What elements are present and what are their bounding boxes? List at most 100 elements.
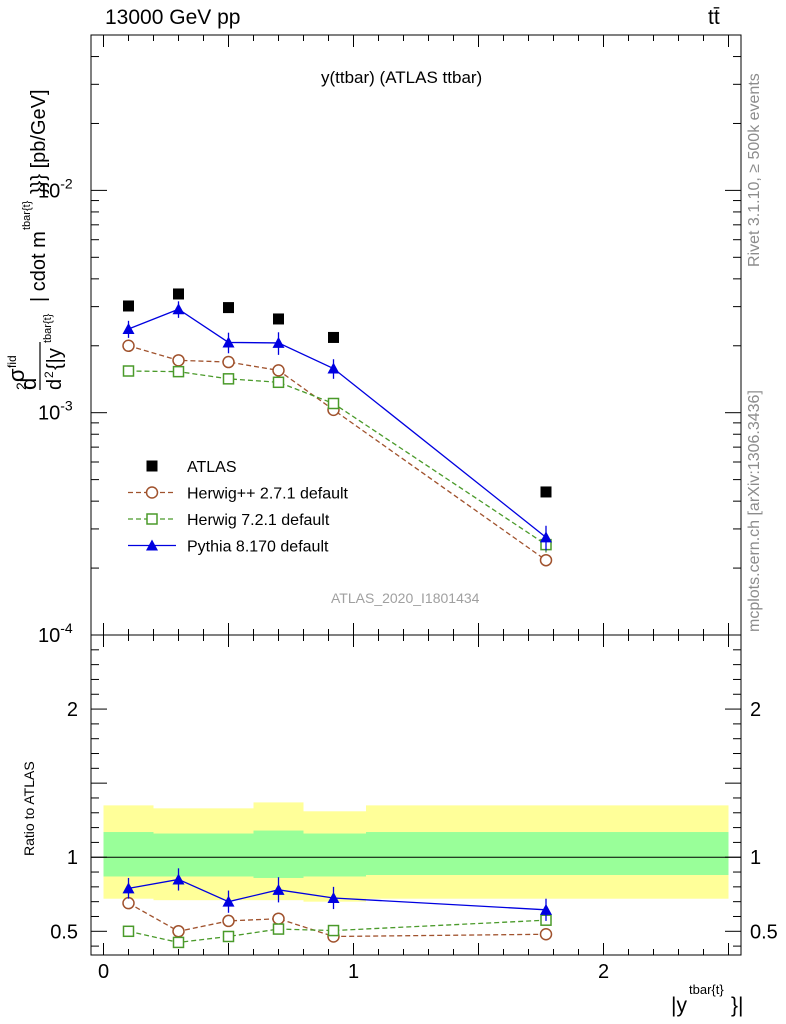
inner-band-bin <box>366 832 729 875</box>
legend-marker <box>145 486 159 499</box>
legend-item-pythia-8-170-default: Pythia 8.170 default <box>128 539 329 556</box>
ratio-data-point <box>539 928 553 941</box>
inner-band-bin <box>203 833 254 877</box>
main-data-point <box>172 365 185 378</box>
ratio-data-point <box>327 891 340 903</box>
energy-label: 13000 GeV pp <box>105 6 241 29</box>
legend-label: Pythia 8.170 default <box>187 539 329 556</box>
main-data-point <box>540 531 552 543</box>
ratio-ytick-label: 0.5 <box>50 921 78 943</box>
ratio-data-point <box>222 895 235 907</box>
svg-text:tbar{t}: tbar{t} <box>42 313 54 343</box>
main-series-line <box>128 308 547 538</box>
main-data-point <box>172 354 185 367</box>
ratio-ytick-label-right: 1 <box>750 847 761 869</box>
legend-item-herwig-7-2-1-default: Herwig 7.2.1 default <box>128 512 330 529</box>
main-ytick-label: 10-3 <box>38 398 73 425</box>
xtick-label: 1 <box>348 961 359 983</box>
main-data-point <box>222 336 235 348</box>
svg-text:d: d <box>44 379 66 390</box>
ratio-data-point <box>172 925 185 938</box>
svg-text:tbar{t}: tbar{t} <box>21 200 33 230</box>
main-data-point <box>272 364 285 377</box>
main-data-point <box>222 355 235 369</box>
legend-item-herwig-2-7-1-default: Herwig++ 2.7.1 default <box>128 486 349 503</box>
ratio-data-point <box>272 923 285 935</box>
ratio-data-point <box>172 936 185 949</box>
ratio-data-point <box>272 912 285 925</box>
main-data-point <box>327 362 340 374</box>
main-data-point <box>223 302 234 314</box>
inner-band-bin <box>103 832 154 877</box>
inner-band-bin <box>253 830 304 878</box>
ratio-series-herwig-2-7-1-default <box>122 896 553 943</box>
ratio-data-point <box>172 873 185 885</box>
ratio-data-point <box>327 924 340 937</box>
main-series-line <box>128 370 547 546</box>
main-data-point <box>540 486 552 498</box>
legend-label: Herwig++ 2.7.1 default <box>187 486 349 503</box>
ratio-data-point <box>540 903 552 915</box>
main-data-point <box>539 553 553 567</box>
ratio-data-point <box>222 930 235 943</box>
svg-text:fid: fid <box>5 355 19 368</box>
ratio-series-herwig-7-2-1-default <box>122 914 552 949</box>
svg-text:|y: |y <box>671 994 687 1017</box>
main-chart-title: y(ttbar) (ATLAS ttbar) <box>321 68 483 87</box>
main-data-point <box>173 288 184 300</box>
ratio-ytick-label-right: 0.5 <box>750 921 778 943</box>
main-ytick-label: 10-4 <box>38 620 73 647</box>
svg-text:}|: }| <box>731 994 743 1017</box>
ratio-data-point <box>122 896 135 910</box>
svg-text:{|y: {|y <box>44 348 66 370</box>
legend-marker <box>146 460 158 472</box>
legend-marker <box>146 539 158 551</box>
xtick-label: 2 <box>598 961 609 983</box>
main-data-point <box>222 373 235 385</box>
main-data-point <box>122 322 135 334</box>
main-series-herwig-2-7-1-default <box>122 339 553 567</box>
main-data-point <box>273 313 284 325</box>
legend-label: ATLAS <box>187 459 237 476</box>
main-data-point <box>328 331 339 343</box>
ratio-series-line <box>128 878 547 911</box>
process-label: tt̄ <box>708 6 720 29</box>
ratio-series-line <box>128 919 547 944</box>
main-series-pythia-8-170-default <box>122 301 552 551</box>
main-series-atlas <box>123 288 552 498</box>
main-data-point <box>122 365 135 377</box>
legend-marker <box>146 513 158 525</box>
ratio-series-line <box>128 902 547 938</box>
ratio-data-point <box>222 914 235 928</box>
ratio-ytick-label: 2 <box>67 699 78 721</box>
main-data-point <box>123 300 134 312</box>
legend-item-atlas: ATLAS <box>146 459 237 476</box>
legend: ATLAS Herwig++ 2.7.1 default Herwig 7.2.1 … <box>128 459 349 556</box>
main-data-point <box>327 397 340 410</box>
svg-text:}}} [pb/GeV]: }}} [pb/GeV] <box>28 89 50 194</box>
ratio-panel-frame <box>90 634 742 956</box>
ratio-ytick-label: 1 <box>67 847 78 869</box>
inner-band-bin <box>303 833 366 877</box>
ratio-xlabel: |y tbar{t} }| <box>671 982 743 1017</box>
main-ylabel: d 2 σ fid d 2 {|y tbar{t} | cdot m tbar{… <box>4 89 66 390</box>
uncertainty-bands <box>103 802 729 902</box>
ratio-ytick-label-right: 2 <box>750 699 761 721</box>
svg-text:2: 2 <box>13 382 29 390</box>
svg-text:tbar{t}: tbar{t} <box>689 982 724 997</box>
main-series-line <box>128 345 547 561</box>
ratio-data-point <box>122 925 135 938</box>
svg-text:σ: σ <box>4 368 29 382</box>
xtick-label: 0 <box>98 961 109 983</box>
main-data-point <box>272 376 285 389</box>
watermark-label: ATLAS_2020_I1801434 <box>331 590 480 606</box>
series-layer <box>122 288 553 949</box>
legend-label: Herwig 7.2.1 default <box>187 512 330 529</box>
svg-text:| cdot m: | cdot m <box>28 231 50 302</box>
ratio-data-point <box>272 883 285 895</box>
ratio-series-pythia-8-170-default <box>122 868 552 921</box>
ratio-data-point <box>122 882 135 894</box>
main-data-point <box>122 339 135 353</box>
main-data-point <box>172 303 185 315</box>
